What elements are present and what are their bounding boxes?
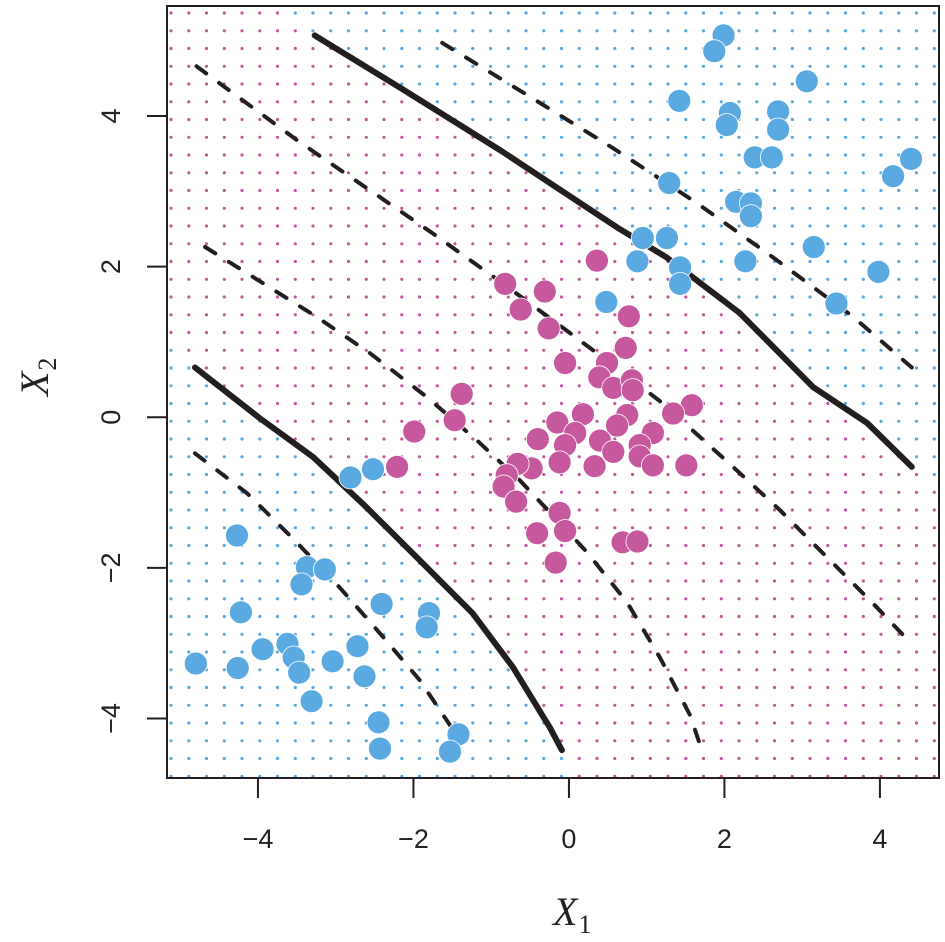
- class-magenta-point: [385, 454, 410, 479]
- class-blue-point: [414, 615, 439, 640]
- class-blue-point: [289, 572, 314, 597]
- decision-boundary-upper-right-curve: [311, 32, 915, 470]
- class-blue-point: [824, 291, 849, 316]
- class-magenta-point: [493, 271, 518, 296]
- prediction-grid-dots: [169, 11, 936, 778]
- class-magenta-point: [545, 410, 570, 435]
- margin-lower-inner-curve: [203, 245, 703, 748]
- class-blue-point: [320, 649, 345, 674]
- class-blue-point: [438, 739, 462, 764]
- class-magenta-point: [661, 401, 685, 426]
- class-magenta-point: [508, 297, 533, 322]
- y-axis-title: X2: [12, 358, 62, 398]
- class-blue-point: [368, 736, 392, 761]
- y-tick-label: 0: [96, 410, 126, 425]
- class-blue-point: [625, 249, 650, 274]
- class-blue-point: [668, 271, 692, 296]
- y-tick-label: −4: [96, 703, 126, 734]
- class-blue-point: [801, 235, 826, 259]
- decision-boundary-lower-left-curve: [192, 364, 565, 754]
- y-tick-label: 4: [96, 108, 126, 123]
- class-blue-point: [630, 226, 655, 250]
- class-magenta-point: [532, 279, 557, 304]
- class-blue-point: [766, 117, 790, 142]
- class-blue-point: [866, 259, 891, 284]
- class-blue-point: [739, 204, 763, 229]
- x-tick-label: −4: [243, 824, 274, 854]
- y-tick-label: 2: [96, 259, 126, 274]
- class-blue-point: [345, 634, 370, 659]
- class-blue-point: [667, 89, 692, 113]
- y-axis: −4 −2 0 2 4: [96, 108, 167, 734]
- class-blue-point: [287, 660, 312, 685]
- class-blue-point: [250, 637, 275, 662]
- class-blue-point: [899, 146, 923, 171]
- class-blue-point: [702, 39, 727, 64]
- class-magenta-point: [449, 381, 474, 406]
- class-blue-point: [657, 171, 682, 195]
- class-magenta-point: [442, 408, 467, 433]
- class-blue-point: [361, 457, 385, 482]
- class-magenta-point: [601, 439, 626, 464]
- class-magenta-point: [547, 450, 572, 475]
- class-blue-point: [352, 664, 377, 689]
- class-blue-point: [228, 600, 253, 625]
- class-magenta-point: [582, 454, 607, 479]
- class-blue-point: [369, 592, 394, 616]
- class-blue-point: [594, 290, 619, 314]
- x-axis-title: X1: [551, 889, 591, 939]
- class-blue-point: [881, 164, 905, 189]
- class-blue-point: [338, 465, 363, 490]
- class-magenta-point: [525, 521, 549, 546]
- data-points: [183, 23, 923, 764]
- class-blue-point: [655, 226, 679, 250]
- class-magenta-point: [605, 413, 629, 438]
- class-magenta-point: [674, 453, 699, 478]
- class-blue-point: [299, 689, 324, 714]
- class-blue-point: [312, 557, 337, 582]
- class-magenta-point: [625, 529, 650, 554]
- class-magenta-point: [536, 316, 561, 341]
- class-magenta-point: [402, 419, 427, 444]
- class-magenta-point: [543, 550, 568, 575]
- class-blue-point: [183, 651, 208, 676]
- decision-curves: [192, 32, 915, 754]
- class-magenta-point: [641, 453, 665, 478]
- x-axis: −4 −2 0 2 4: [243, 778, 887, 854]
- margin-lower-left-curve: [193, 451, 463, 743]
- class-magenta-point: [585, 248, 609, 273]
- x-tick-label: 0: [561, 824, 576, 854]
- class-magenta-point: [620, 378, 645, 403]
- class-blue-point: [794, 69, 819, 94]
- class-blue-point: [225, 656, 250, 680]
- class-magenta-point: [553, 351, 577, 375]
- class-blue-point: [733, 249, 758, 274]
- class-magenta-point: [613, 335, 638, 360]
- class-magenta-point: [525, 427, 550, 452]
- class-blue-point: [714, 113, 739, 137]
- class-magenta-point: [616, 304, 641, 329]
- class-magenta-point: [553, 519, 577, 543]
- y-tick-label: −2: [96, 553, 126, 584]
- x-tick-label: −2: [398, 824, 429, 854]
- class-blue-point: [759, 145, 784, 170]
- x-tick-label: 2: [717, 824, 732, 854]
- plot-frame: [166, 5, 940, 779]
- x-tick-label: 4: [872, 824, 887, 854]
- class-blue-point: [225, 523, 249, 548]
- class-blue-point: [366, 710, 391, 735]
- class-magenta-point: [504, 489, 528, 514]
